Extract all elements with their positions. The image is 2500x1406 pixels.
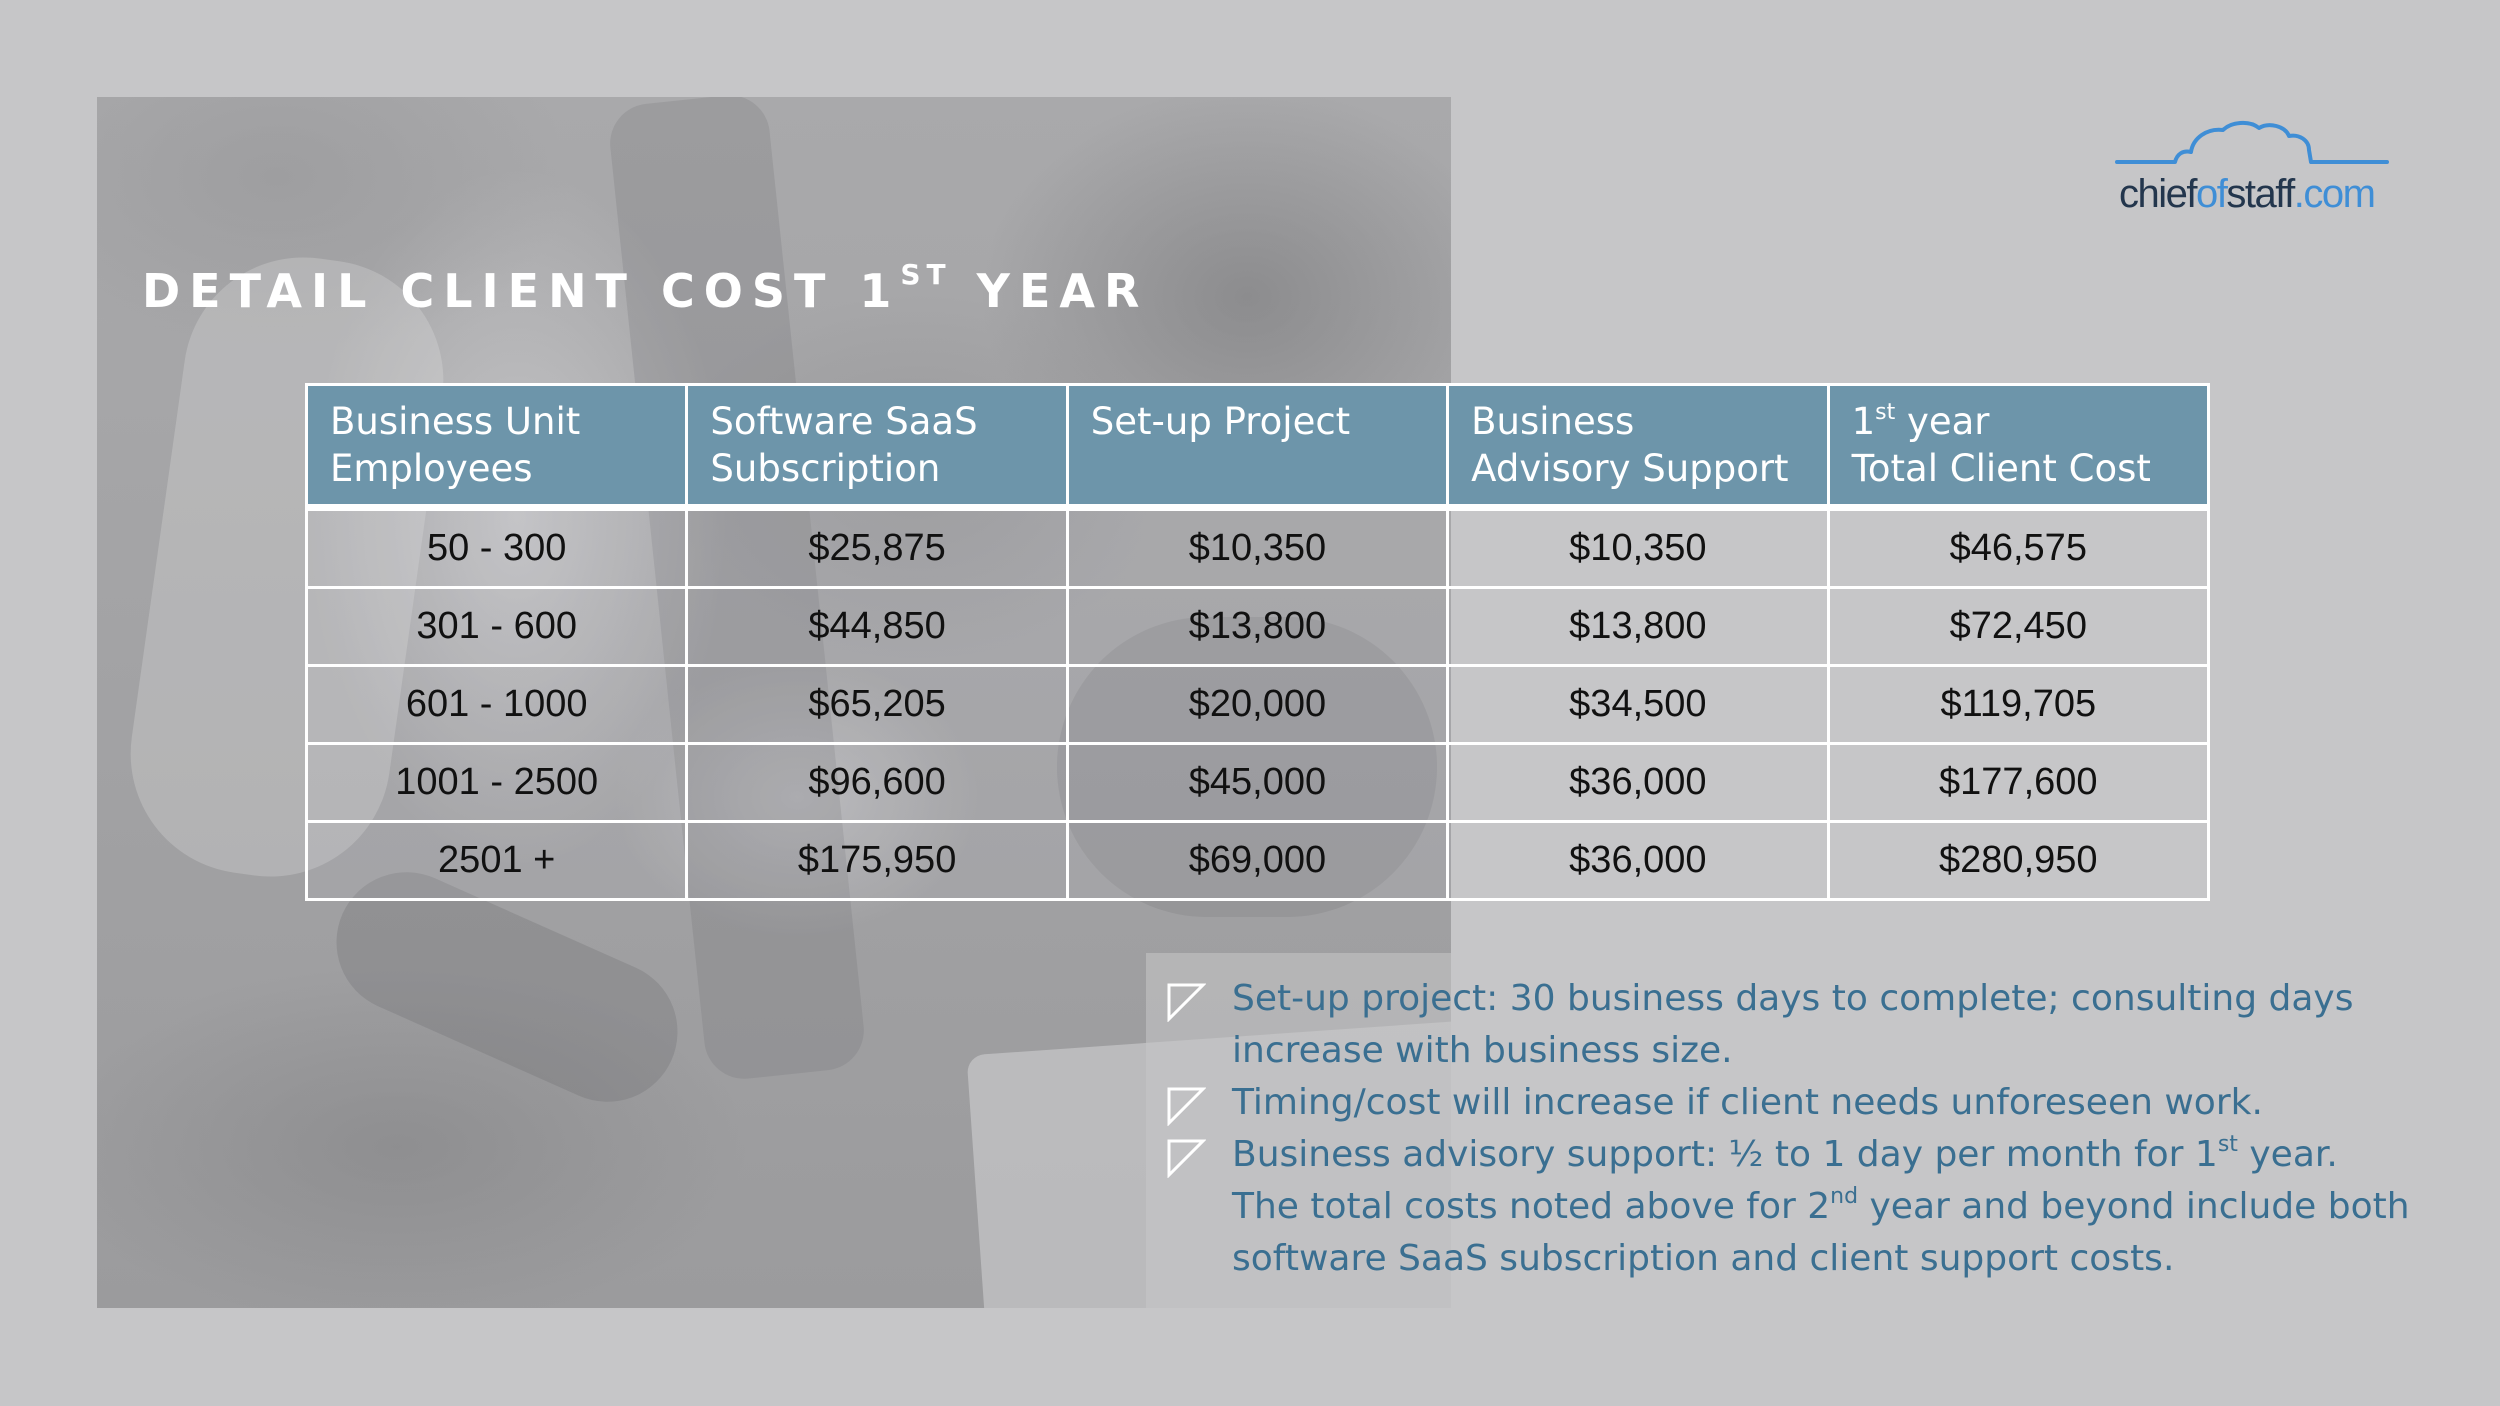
note-item-setup: Set-up project: 30 business days to comp… <box>1146 973 2396 1025</box>
table-header-row: Business Unit Employees Software SaaS Subs… <box>304 383 2211 511</box>
header-setup-project: Set-up Project <box>1065 383 1450 511</box>
cloud-icon <box>2115 121 2389 164</box>
chiefofstaff-logo: chiefofstaff.com <box>2115 120 2390 230</box>
note-item-setup-continued: increase with business size. <box>1232 1030 1733 1071</box>
table-cell: $96,600 <box>685 742 1069 823</box>
cost-table: Business Unit Employees Software SaaS Subs… <box>304 383 2211 901</box>
table-cell: 2501 + <box>304 820 689 901</box>
table-cell: $46,575 <box>1826 506 2211 589</box>
note-item-total-costs-continued: software SaaS subscription and client su… <box>1232 1238 2175 1279</box>
note-item-timing: Timing/cost will increase if client need… <box>1146 1077 2396 1129</box>
note-item-total-costs: The total costs noted above for 2nd year… <box>1232 1184 2410 1228</box>
table-cell: $36,000 <box>1446 742 1830 823</box>
table-row: 2501 + $175,950 $69,000 $36,000 $280,950 <box>304 820 2211 901</box>
table-cell: $280,950 <box>1826 820 2211 901</box>
table-cell: $13,800 <box>1065 586 1450 667</box>
table-cell: $175,950 <box>685 820 1069 901</box>
table-cell: $65,205 <box>685 664 1069 745</box>
table-cell: $36,000 <box>1446 820 1830 901</box>
table-row: 50 - 300 $25,875 $10,350 $10,350 $46,575 <box>304 506 2211 589</box>
table-cell: $20,000 <box>1065 664 1450 745</box>
notes-list: Set-up project: 30 business days to comp… <box>1146 953 2410 1285</box>
table-cell: $177,600 <box>1826 742 2211 823</box>
table-cell: $119,705 <box>1826 664 2211 745</box>
table-cell: $69,000 <box>1065 820 1450 901</box>
table-cell: $45,000 <box>1065 742 1450 823</box>
header-advisory-support: Business Advisory Support <box>1446 383 1830 511</box>
logo-wordmark: chiefofstaff.com <box>2119 172 2376 216</box>
checkbox-outline-icon <box>1167 1087 1206 1126</box>
header-employees: Business Unit Employees <box>304 383 689 511</box>
table-row: 1001 - 2500 $96,600 $45,000 $36,000 $177… <box>304 742 2211 823</box>
table-row: 301 - 600 $44,850 $13,800 $13,800 $72,45… <box>304 586 2211 667</box>
table-cell: $10,350 <box>1065 506 1450 589</box>
table-cell: $10,350 <box>1446 506 1830 589</box>
table-cell: $72,450 <box>1826 586 2211 667</box>
page-title: DETAIL CLIENT COST 1ST YEAR <box>142 258 1149 318</box>
checkbox-outline-icon <box>1167 1139 1206 1178</box>
table-cell: $13,800 <box>1446 586 1830 667</box>
table-cell: 1001 - 2500 <box>304 742 689 823</box>
table-cell: $25,875 <box>685 506 1069 589</box>
table-cell: $44,850 <box>685 586 1069 667</box>
checkbox-outline-icon <box>1167 983 1206 1022</box>
table-cell: 601 - 1000 <box>304 664 689 745</box>
table-cell: 301 - 600 <box>304 586 689 667</box>
table-cell: $34,500 <box>1446 664 1830 745</box>
note-item-advisory: Business advisory support: ½ to 1 day pe… <box>1146 1129 2396 1181</box>
header-total-cost: 1st year Total Client Cost <box>1826 383 2211 511</box>
header-saas-subscription: Software SaaS Subscription <box>685 383 1069 511</box>
notes-backdrop <box>1146 953 1451 1308</box>
table-cell: 50 - 300 <box>304 506 689 589</box>
table-row: 601 - 1000 $65,205 $20,000 $34,500 $119,… <box>304 664 2211 745</box>
